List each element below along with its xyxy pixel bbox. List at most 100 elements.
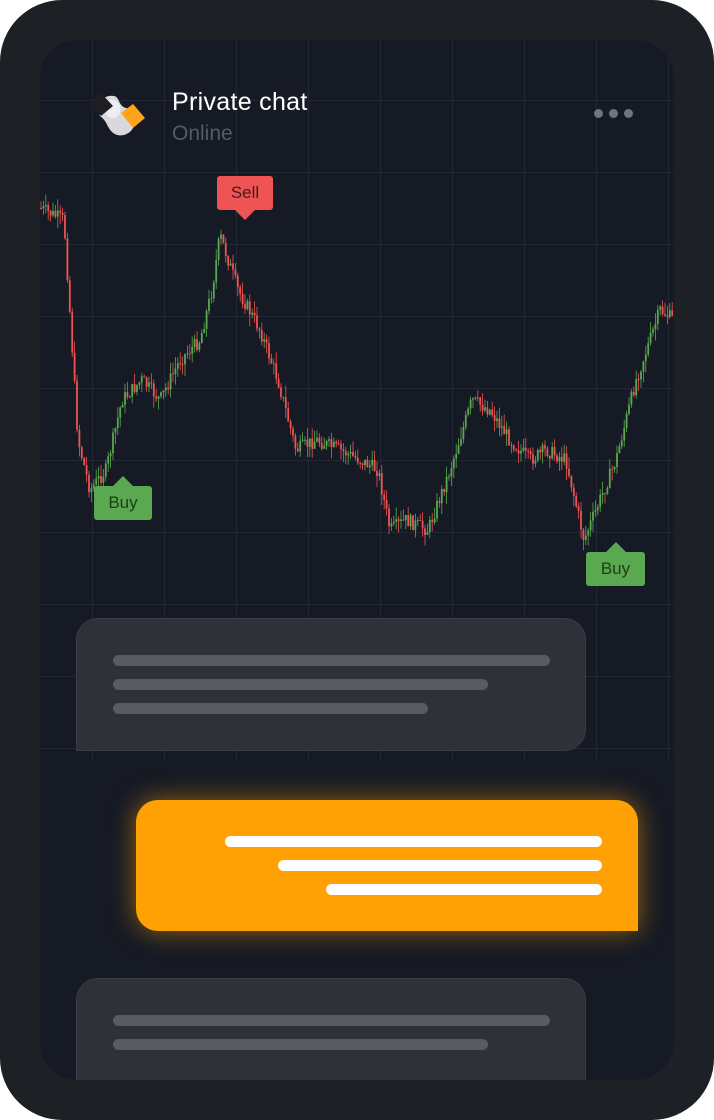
candle-body <box>668 310 671 318</box>
candle-body <box>42 206 45 209</box>
candle-body <box>301 439 304 441</box>
candle-body <box>618 446 621 454</box>
candle-body <box>359 462 362 464</box>
candle-body <box>68 280 71 312</box>
candle-body <box>388 508 390 527</box>
candle-body <box>469 399 472 409</box>
candle-body <box>44 204 47 207</box>
candle-body <box>666 315 669 318</box>
more-menu-button[interactable] <box>592 106 636 120</box>
candle-body <box>517 450 520 454</box>
candle-body <box>527 450 530 452</box>
candle-body <box>102 476 105 483</box>
candle-body <box>364 459 366 466</box>
candle-body <box>452 458 455 469</box>
candle-body <box>551 447 554 459</box>
candle-body <box>536 449 539 461</box>
candle-body <box>116 417 119 429</box>
candle-body <box>544 445 546 449</box>
candle-body <box>90 488 93 493</box>
candle-body <box>83 457 86 466</box>
candle-body <box>642 361 645 372</box>
price-chart <box>40 194 674 551</box>
candle-body <box>328 439 330 441</box>
candle-body <box>486 407 489 415</box>
message-text-placeholder <box>113 1015 550 1026</box>
candle-body <box>529 451 532 455</box>
candle-body <box>294 435 297 449</box>
candle-body <box>109 453 112 457</box>
candle-body <box>344 451 347 456</box>
message-text-placeholder <box>113 679 488 690</box>
candle-body <box>155 396 158 399</box>
candle-body <box>565 453 568 469</box>
candle-body <box>594 510 597 512</box>
chat-screen: Private chat Online Sell Buy Buy <box>40 40 674 1080</box>
candle-body <box>76 380 78 430</box>
candle-body <box>212 282 215 299</box>
candle-body <box>407 514 410 527</box>
candle-body <box>88 474 90 493</box>
candle-body <box>491 409 494 416</box>
candle-body <box>659 306 662 310</box>
candle-body <box>604 493 606 495</box>
candle-body <box>539 449 542 453</box>
candle-body <box>52 210 54 216</box>
candle-body <box>222 234 225 244</box>
candle-body <box>570 475 573 488</box>
candle-body <box>649 332 652 344</box>
candle-body <box>196 339 198 350</box>
candle-body <box>112 432 114 454</box>
candle-body <box>64 214 66 239</box>
candle-body <box>121 404 124 408</box>
candle-body <box>560 456 563 462</box>
candle-body <box>481 404 484 411</box>
chat-header: Private chat Online <box>88 86 648 150</box>
candle-body <box>553 447 556 456</box>
candle-body <box>148 382 150 387</box>
candle-body <box>284 397 287 409</box>
candle-body <box>220 234 222 239</box>
avatar[interactable] <box>88 86 148 146</box>
outgoing-message[interactable] <box>136 800 638 931</box>
candle-body <box>272 363 275 365</box>
candle-body <box>193 339 196 348</box>
candle-body <box>608 468 611 489</box>
incoming-message[interactable] <box>76 978 586 1080</box>
candle-body <box>572 487 575 496</box>
chat-title: Private chat <box>172 88 308 116</box>
candle-body <box>176 363 179 369</box>
candle-body <box>150 382 153 384</box>
candle-body <box>524 447 527 451</box>
candle-body <box>277 378 280 388</box>
candle-body <box>421 520 424 529</box>
candle-body <box>580 510 582 530</box>
candle-body <box>354 455 357 458</box>
candle-body <box>520 450 522 454</box>
candle-body <box>229 263 232 266</box>
candle-body <box>124 392 126 405</box>
candle-body <box>488 409 491 415</box>
candle-body <box>251 312 254 315</box>
candle-body <box>318 437 321 444</box>
candle-body <box>306 439 309 447</box>
candle-body <box>356 457 359 463</box>
candle-body <box>505 429 508 435</box>
candle-body <box>640 371 642 380</box>
candle-body <box>445 476 448 493</box>
candle-body <box>450 468 453 477</box>
message-text-placeholder <box>326 884 602 895</box>
more-dots-icon <box>594 109 603 118</box>
incoming-message[interactable] <box>76 618 586 751</box>
candle-body <box>143 376 146 378</box>
candle-body <box>71 311 74 353</box>
candle-body <box>107 456 110 464</box>
candle-body <box>340 443 342 450</box>
candle-body <box>157 396 160 399</box>
candle-body <box>601 493 604 495</box>
candle-body <box>476 397 479 399</box>
candle-body <box>275 363 278 379</box>
candle-body <box>92 484 95 489</box>
candle-body <box>474 397 477 399</box>
candle-body <box>637 379 640 381</box>
